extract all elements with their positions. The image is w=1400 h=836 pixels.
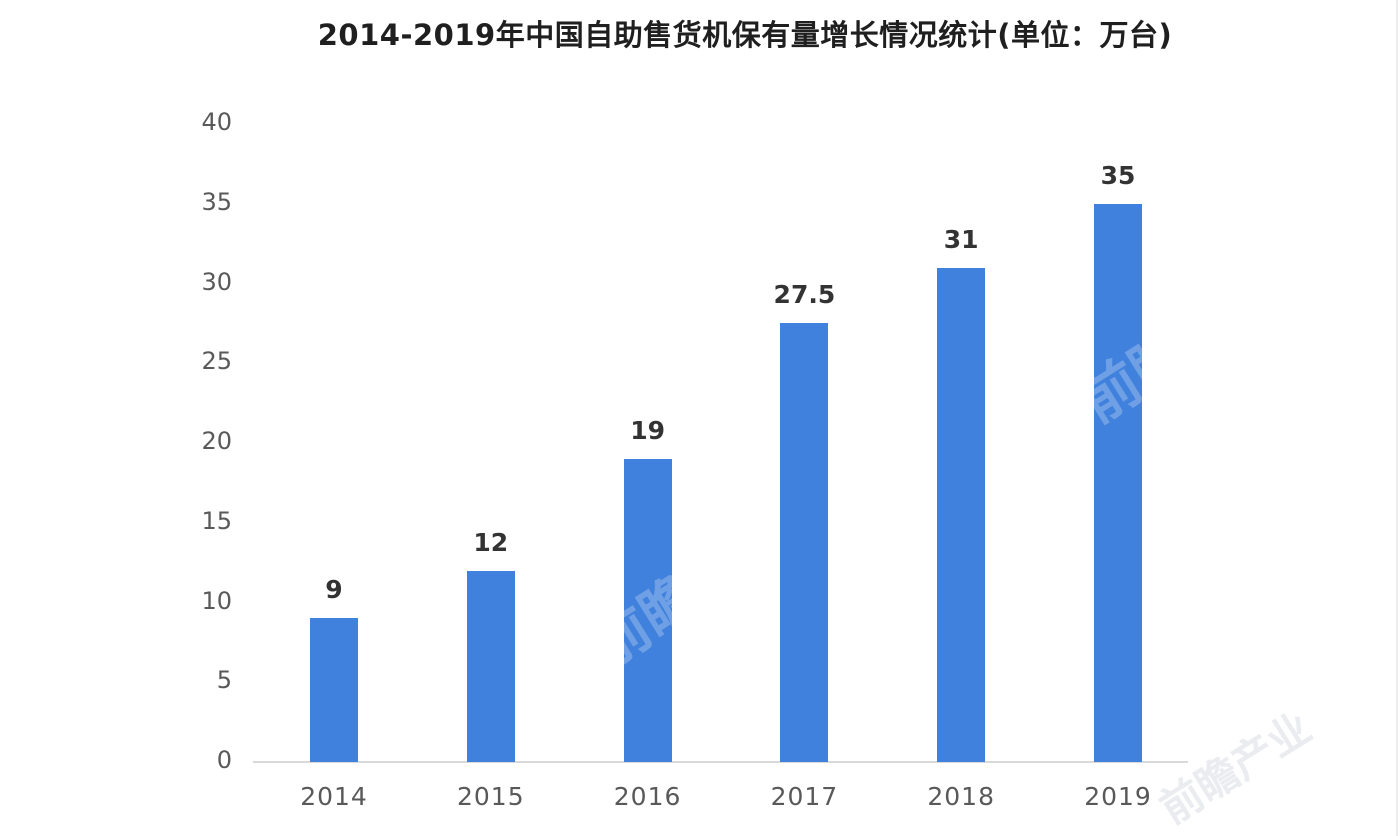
x-axis-line [253, 761, 1188, 763]
x-axis-tick-label: 2017 [770, 782, 839, 811]
x-axis-tick-label: 2018 [927, 782, 995, 811]
x-axis-tick-label: 2014 [300, 782, 368, 811]
bar-value-label: 35 [1100, 160, 1136, 190]
bar-value-label: 27.5 [773, 280, 836, 310]
y-axis-tick-label: 10 [201, 586, 232, 615]
bar [623, 458, 672, 762]
bar-value-label: 12 [473, 527, 509, 557]
y-axis-tick-label: 35 [201, 187, 232, 216]
y-axis-tick-label: 20 [201, 427, 232, 455]
y-axis-tick-label: 30 [201, 267, 232, 296]
y-axis-tick-label: 15 [201, 506, 232, 535]
x-axis-tick-label: 2016 [613, 782, 682, 811]
chart-title: 2014-2019年中国自助售货机保有量增长情况统计(单位：万台) [317, 18, 1173, 52]
y-axis-tick-label: 5 [216, 666, 232, 695]
bar-value-label: 31 [943, 224, 979, 254]
x-axis-tick-label: 2015 [456, 782, 525, 811]
y-axis-tick-label: 0 [216, 746, 232, 774]
y-axis-tick-label: 25 [201, 347, 232, 376]
y-axis-tick-label: 40 [201, 108, 232, 136]
watermark-text: 前瞻产业 [1151, 702, 1320, 834]
bar-value-label: 9 [325, 575, 343, 605]
bar [937, 267, 986, 762]
x-axis-tick-label: 2019 [1084, 782, 1152, 811]
bar [780, 323, 829, 762]
bar [310, 618, 358, 762]
page-right-border [1396, 0, 1398, 836]
bar [1094, 203, 1142, 762]
bar-value-label: 19 [630, 415, 665, 445]
bar [466, 570, 515, 762]
